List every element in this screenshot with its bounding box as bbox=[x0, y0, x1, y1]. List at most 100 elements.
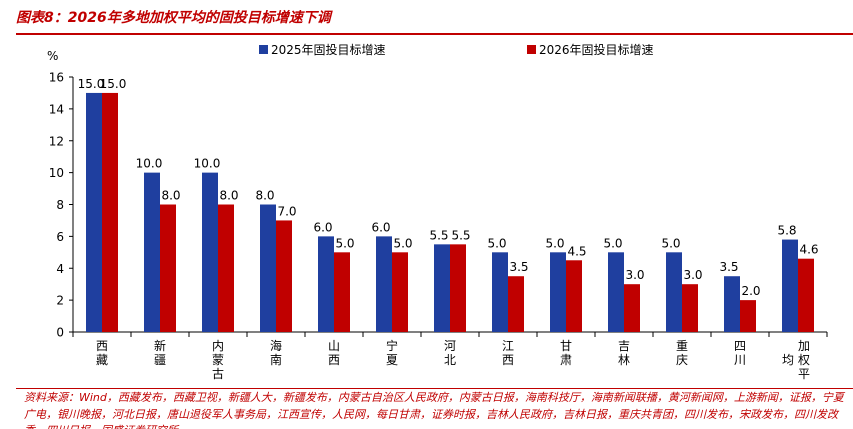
x-category-label: 海 bbox=[270, 338, 282, 353]
x-category-label: 西 bbox=[96, 339, 108, 353]
x-category-label: 重 bbox=[676, 339, 688, 353]
source-text: 资料来源：Wind，西藏发布，西藏卫视，新疆人大，新疆发布，内蒙古自治区人民政府… bbox=[24, 391, 844, 429]
bar-s2-2 bbox=[218, 204, 234, 332]
bar-s1-0 bbox=[86, 92, 102, 332]
data-label-s2-5: 5.0 bbox=[393, 236, 412, 250]
x-category-label: 四 bbox=[734, 339, 746, 353]
bar-s2-3 bbox=[276, 220, 292, 332]
y-tick-label: 16 bbox=[49, 71, 64, 85]
x-category-label: 藏 bbox=[96, 353, 108, 367]
data-label-s1-8: 5.0 bbox=[545, 236, 564, 250]
legend-swatch-1 bbox=[259, 45, 268, 54]
legend-label-2: 2026年固投目标增速 bbox=[539, 42, 654, 57]
data-label-s1-2: 10.0 bbox=[194, 157, 221, 171]
data-label-s2-4: 5.0 bbox=[335, 236, 354, 250]
x-category-label: 西 bbox=[328, 353, 340, 367]
x-category-label: 古 bbox=[212, 366, 224, 381]
x-category-label: 林 bbox=[618, 353, 630, 367]
data-label-s2-7: 3.5 bbox=[509, 260, 528, 274]
data-label-s1-3: 8.0 bbox=[255, 189, 274, 203]
y-axis-unit: % bbox=[47, 49, 58, 63]
x-category-label: 肃 bbox=[560, 353, 572, 367]
x-category-label: 甘 bbox=[560, 339, 572, 353]
bar-s1-5 bbox=[376, 236, 392, 332]
data-label-s1-4: 6.0 bbox=[313, 220, 332, 234]
x-category-label: 宁 bbox=[386, 338, 398, 353]
bar-s1-8 bbox=[550, 252, 566, 332]
x-category-label: 山 bbox=[328, 339, 340, 353]
chart-title: 图表8：2026年多地加权平均的固投目标增速下调 bbox=[16, 10, 331, 26]
x-category-label: 北 bbox=[444, 353, 456, 367]
y-tick-label: 12 bbox=[49, 134, 64, 148]
bar-s1-10 bbox=[666, 252, 682, 332]
data-label-s2-11: 2.0 bbox=[741, 284, 760, 298]
data-label-s1-6: 5.5 bbox=[429, 228, 448, 242]
bar-s1-2 bbox=[202, 172, 218, 332]
bar-s2-7 bbox=[508, 276, 524, 332]
bar-s2-0 bbox=[102, 92, 118, 332]
x-category-label: 吉 bbox=[618, 339, 630, 353]
y-tick-label: 10 bbox=[49, 166, 64, 180]
x-category-label: 疆 bbox=[154, 353, 166, 367]
x-category-label: 新 bbox=[154, 338, 166, 353]
bar-s2-4 bbox=[334, 252, 350, 332]
x-category-label: 加 bbox=[798, 339, 810, 353]
bar-s2-1 bbox=[160, 204, 176, 332]
x-category-label: 西 bbox=[502, 353, 514, 367]
y-tick-label: 8 bbox=[56, 198, 64, 212]
legend-label-1: 2025年固投目标增速 bbox=[271, 42, 386, 57]
x-category-label: 蒙 bbox=[212, 353, 224, 367]
data-label-s1-10: 5.0 bbox=[661, 236, 680, 250]
bar-s1-1 bbox=[144, 172, 160, 332]
x-category-label: 均 bbox=[782, 353, 794, 367]
x-category-label: 庆 bbox=[676, 353, 688, 367]
title-divider bbox=[16, 33, 853, 35]
x-category-label: 川 bbox=[734, 353, 746, 367]
legend-swatch-2 bbox=[527, 45, 536, 54]
data-label-s1-5: 6.0 bbox=[371, 220, 390, 234]
source-note: 资料来源：Wind，西藏发布，西藏卫视，新疆人大，新疆发布，内蒙古自治区人民政府… bbox=[24, 390, 853, 429]
bar-s1-6 bbox=[434, 244, 450, 332]
bar-s2-5 bbox=[392, 252, 408, 332]
bar-s1-4 bbox=[318, 236, 334, 332]
x-category-label: 夏 bbox=[386, 353, 398, 367]
y-tick-label: 0 bbox=[56, 326, 64, 340]
bar-s2-11 bbox=[740, 300, 756, 332]
data-label-s2-10: 3.0 bbox=[683, 268, 702, 282]
data-label-s1-1: 10.0 bbox=[136, 157, 163, 171]
data-label-s2-8: 4.5 bbox=[567, 244, 586, 258]
data-label-s2-12: 4.6 bbox=[799, 243, 818, 257]
data-label-s2-9: 3.0 bbox=[625, 268, 644, 282]
bar-s1-9 bbox=[608, 252, 624, 332]
bar-s2-9 bbox=[624, 284, 640, 332]
bar-s1-7 bbox=[492, 252, 508, 332]
data-label-s1-11: 3.5 bbox=[719, 260, 738, 274]
y-tick-label: 4 bbox=[56, 262, 64, 276]
data-label-s2-1: 8.0 bbox=[161, 189, 180, 203]
data-label-s1-12: 5.8 bbox=[777, 224, 796, 238]
bar-chart: 2025年固投目标增速 2026年固投目标增速% 0 2 4 6 8 10 12 14 16 15.0… bbox=[47, 42, 828, 381]
data-label-s2-2: 8.0 bbox=[219, 189, 238, 203]
bar-s1-11 bbox=[724, 276, 740, 332]
bar-s2-12 bbox=[798, 258, 814, 332]
data-label-s2-0: 15.0 bbox=[100, 77, 127, 91]
bar-s1-12 bbox=[782, 239, 798, 332]
y-tick-label: 14 bbox=[49, 102, 64, 116]
source-divider bbox=[16, 388, 853, 389]
data-label-s2-6: 5.5 bbox=[451, 228, 470, 242]
bar-s1-3 bbox=[260, 204, 276, 332]
bar-s2-8 bbox=[566, 260, 582, 332]
x-category-label: 河 bbox=[444, 339, 456, 353]
x-category-label: 南 bbox=[270, 352, 282, 367]
data-label-s2-3: 7.0 bbox=[277, 204, 296, 218]
data-label-s1-7: 5.0 bbox=[487, 236, 506, 250]
x-category-label: 江 bbox=[502, 339, 514, 353]
bar-s2-10 bbox=[682, 284, 698, 332]
x-category-label: 平 bbox=[798, 367, 810, 381]
data-label-s1-9: 5.0 bbox=[603, 236, 622, 250]
bar-s2-6 bbox=[450, 244, 466, 332]
data-label-s1-0: 15.0 bbox=[78, 77, 105, 91]
x-category-label: 内 bbox=[212, 339, 224, 353]
y-tick-label: 2 bbox=[56, 294, 64, 308]
x-category-label: 权 bbox=[798, 353, 810, 367]
